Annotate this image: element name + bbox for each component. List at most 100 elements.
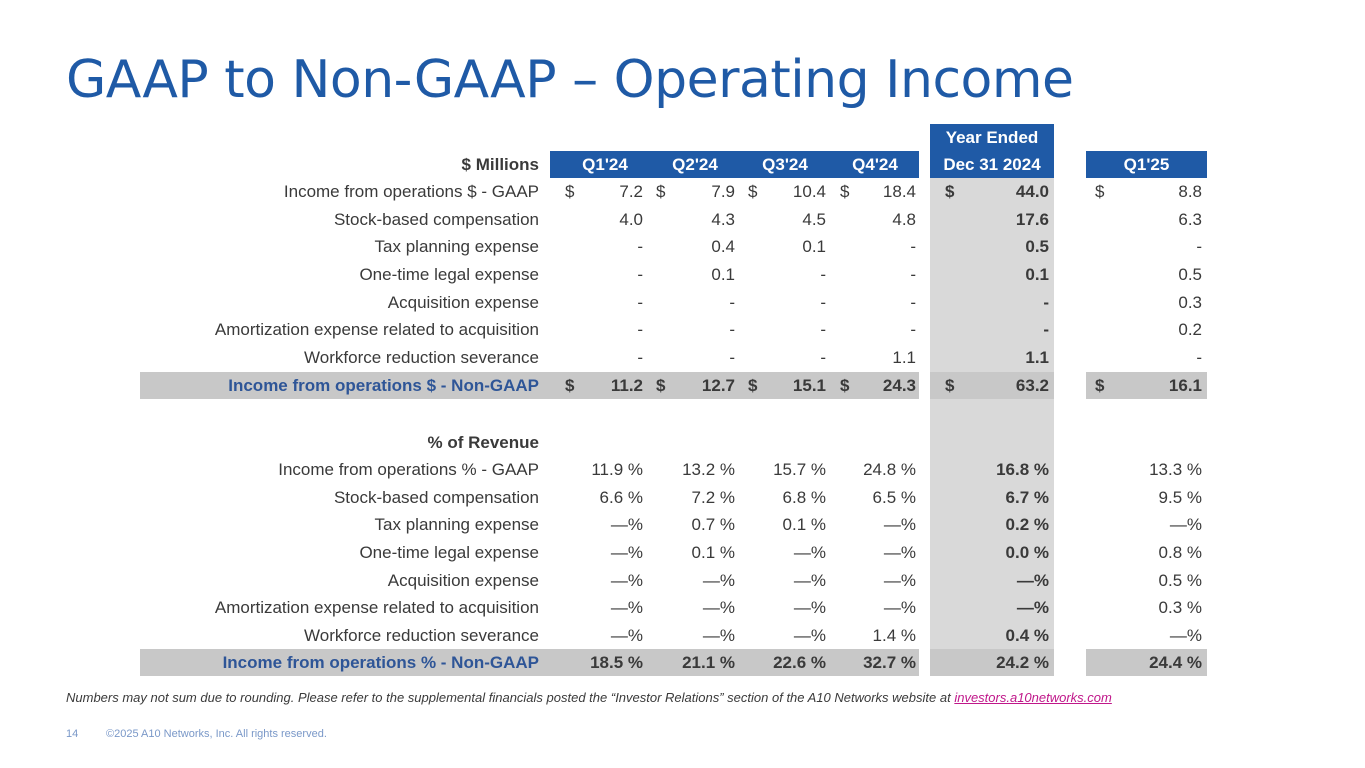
- value-cell: -: [637, 348, 643, 367]
- value-cell: -: [910, 237, 916, 256]
- value-cell: 0.7 %: [691, 515, 735, 534]
- value-cell: 16.1: [1168, 376, 1202, 395]
- value-cell: 0.4: [711, 237, 735, 256]
- dollar-sign: $: [1095, 182, 1105, 201]
- header-q3-24: Q3'24: [762, 155, 808, 174]
- pct-heading: % of Revenue: [427, 433, 539, 452]
- value-cell: 16.8 %: [996, 460, 1049, 479]
- row-label: Workforce reduction severance: [304, 626, 539, 645]
- value-cell: 6.8 %: [782, 488, 826, 507]
- row-label: Income from operations % - Non-GAAP: [222, 653, 539, 672]
- dollar-sign: $: [840, 182, 850, 201]
- value-cell: 18.5 %: [590, 653, 643, 672]
- copyright: ©2025 A10 Networks, Inc. All rights rese…: [106, 728, 327, 740]
- value-cell: 0.2: [1178, 320, 1202, 339]
- value-cell: —%: [702, 571, 735, 590]
- value-cell: —%: [610, 543, 643, 562]
- value-cell: 0.0 %: [1005, 543, 1049, 562]
- value-cell: —%: [883, 598, 916, 617]
- value-cell: —%: [793, 598, 826, 617]
- value-cell: 11.9 %: [591, 460, 643, 479]
- row-label: Amortization expense related to acquisit…: [214, 598, 539, 617]
- value-cell: -: [729, 293, 735, 312]
- value-cell: -: [729, 320, 735, 339]
- value-cell: -: [820, 265, 826, 284]
- value-cell: -: [637, 237, 643, 256]
- dollar-sign: $: [748, 376, 758, 395]
- header-q4-24: Q4'24: [852, 155, 898, 174]
- value-cell: 15.7 %: [773, 460, 826, 479]
- value-cell: 0.1: [711, 265, 735, 284]
- row-label: Acquisition expense: [387, 571, 539, 590]
- value-cell: 13.3 %: [1149, 460, 1202, 479]
- dollar-sign: $: [565, 182, 575, 201]
- investor-relations-link[interactable]: investors.a10networks.com: [954, 690, 1112, 705]
- value-cell: -: [1043, 320, 1049, 339]
- value-cell: 11.2: [610, 376, 643, 395]
- value-cell: 8.8: [1178, 182, 1202, 201]
- value-cell: —%: [702, 598, 735, 617]
- dollar-total-band: [140, 372, 919, 399]
- value-cell: 32.7 %: [863, 653, 916, 672]
- value-cell: —%: [610, 626, 643, 645]
- value-cell: -: [820, 293, 826, 312]
- value-cell: 0.5: [1178, 265, 1202, 284]
- dollar-total-band-q125: [1086, 372, 1207, 399]
- value-cell: 24.3: [882, 376, 916, 395]
- row-label: Acquisition expense: [387, 293, 539, 312]
- page-title: GAAP to Non-GAAP – Operating Income: [66, 50, 1074, 110]
- value-cell: 4.3: [711, 210, 735, 229]
- value-cell: —%: [883, 571, 916, 590]
- header-band-q125: [1086, 151, 1207, 178]
- header-row-label: $ Millions: [461, 155, 539, 174]
- value-cell: 10.4: [792, 182, 826, 201]
- dollar-sign: $: [1095, 376, 1105, 395]
- value-cell: -: [910, 293, 916, 312]
- header-q2-24: Q2'24: [672, 155, 718, 174]
- dollar-sign: $: [945, 182, 955, 201]
- value-cell: 0.3 %: [1158, 598, 1202, 617]
- value-cell: 7.9: [711, 182, 735, 201]
- value-cell: 0.5 %: [1158, 571, 1202, 590]
- value-cell: -: [910, 265, 916, 284]
- value-cell: —%: [1016, 598, 1049, 617]
- header-q1-24: Q1'24: [582, 155, 628, 174]
- year-column-shading: [930, 178, 1054, 672]
- dollar-sign: $: [656, 376, 666, 395]
- value-cell: —%: [883, 515, 916, 534]
- dollar-sign: $: [840, 376, 850, 395]
- value-cell: 0.5: [1025, 237, 1049, 256]
- row-label: Stock-based compensation: [333, 488, 539, 507]
- value-cell: —%: [883, 543, 916, 562]
- dollar-sign: $: [945, 376, 955, 395]
- footnote-text: Numbers may not sum due to rounding. Ple…: [66, 690, 955, 705]
- value-cell: —%: [610, 598, 643, 617]
- header-band-quarters: [550, 151, 919, 178]
- value-cell: —%: [793, 543, 826, 562]
- value-cell: 12.7: [701, 376, 735, 395]
- value-cell: 0.8 %: [1158, 543, 1202, 562]
- value-cell: 22.6 %: [773, 653, 826, 672]
- value-cell: 1.1: [892, 348, 916, 367]
- value-cell: —%: [610, 571, 643, 590]
- dollar-total-band-year: [930, 372, 1054, 399]
- pct-total-band-q125: [1086, 649, 1207, 676]
- pct-total-band-year: [930, 649, 1054, 676]
- value-cell: 21.1 %: [682, 653, 735, 672]
- value-cell: 0.1 %: [691, 543, 735, 562]
- row-label: Stock-based compensation: [333, 210, 539, 229]
- row-label: Amortization expense related to acquisit…: [214, 320, 539, 339]
- value-cell: 44.0: [1015, 182, 1049, 201]
- value-cell: 4.8: [892, 210, 916, 229]
- value-cell: 17.6: [1015, 210, 1049, 229]
- value-cell: -: [637, 320, 643, 339]
- header-q1-25: Q1'25: [1123, 155, 1170, 174]
- value-cell: 15.1: [792, 376, 826, 395]
- value-cell: -: [820, 348, 826, 367]
- value-cell: —%: [1016, 571, 1049, 590]
- value-cell: 6.3: [1178, 210, 1202, 229]
- value-cell: -: [820, 320, 826, 339]
- value-cell: 18.4: [882, 182, 916, 201]
- value-cell: —%: [793, 626, 826, 645]
- value-cell: 6.6 %: [599, 488, 643, 507]
